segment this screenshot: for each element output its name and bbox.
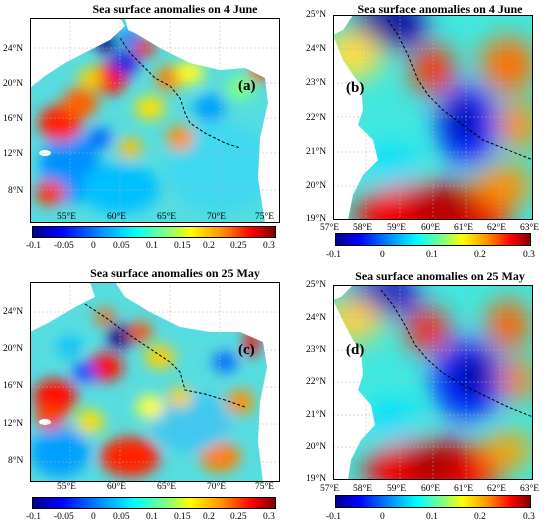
panel-d-lat-tick: 21°N: [306, 410, 327, 420]
panel-b-map: [333, 15, 533, 220]
panel-c-title: Sea surface anomalies on 25 May: [90, 266, 260, 280]
panel-a-lat-tick: 16°N: [3, 114, 24, 124]
panel-a-colorbar: [32, 226, 276, 238]
panel-d-lon-tick: 60°E: [421, 484, 441, 494]
panel-c-lat-tick: 16°N: [3, 381, 24, 391]
colorbar-tick: 0.3: [523, 250, 535, 260]
panel-b-colorbar: [335, 233, 531, 246]
colorbar-tick: -0.1: [326, 512, 342, 522]
panel-a-lat-tick: 20°N: [3, 79, 24, 89]
colorbar-tick: 0.1: [426, 250, 438, 260]
panel-b-label: (b): [346, 80, 365, 96]
panel-a-lon-tick: 65°E: [157, 212, 177, 222]
panel-b-lat-tick: 23°N: [306, 78, 327, 88]
panel-d-title: Sea surface anomalies on 25 May: [355, 269, 525, 283]
panel-c-colorbar: [32, 497, 276, 509]
colorbar-tick: -0.1: [26, 241, 42, 251]
panel-c-label: (c): [238, 342, 255, 358]
colorbar-tick: 0.2: [474, 512, 486, 522]
panel-c-lon-tick: 70°E: [207, 482, 227, 492]
colorbar-tick: 0.15: [174, 512, 191, 522]
panel-b-lat-tick: 20°N: [306, 181, 327, 191]
panel-d-label: (d): [346, 342, 365, 358]
panel-b-lon-tick: 62°E: [487, 223, 507, 233]
panel-b-lon-tick: 63°E: [520, 223, 540, 233]
panel-d-lon-tick: 57°E: [320, 484, 340, 494]
panel-a-lon-tick: 60°E: [107, 212, 127, 222]
colorbar-tick: 0.3: [263, 241, 275, 251]
panel-d-lon-tick: 58°E: [353, 484, 373, 494]
panel-d-lon-tick: 59°E: [387, 484, 407, 494]
colorbar-tick: 0.2: [474, 250, 486, 260]
panel-a-lat-tick: 8°N: [8, 186, 24, 196]
colorbar-tick: 0.25: [230, 512, 247, 522]
panel-a-lon-tick: 55°E: [57, 212, 77, 222]
panel-d-lat-tick: 24°N: [306, 313, 327, 323]
panel-b-lat-tick: 22°N: [306, 113, 327, 123]
panel-d-lat-tick: 22°N: [306, 377, 327, 387]
panel-a-lat-tick: 24°N: [3, 44, 24, 54]
panel-a-map: [30, 18, 280, 223]
colorbar-tick: 0: [91, 512, 96, 522]
colorbar-tick: 0.1: [146, 512, 158, 522]
colorbar-tick: 0: [380, 250, 385, 260]
panel-c-lon-tick: 65°E: [157, 482, 177, 492]
panel-b-lon-tick: 57°E: [320, 223, 340, 233]
panel-d-lat-tick: 23°N: [306, 345, 327, 355]
colorbar-tick: -0.05: [54, 512, 74, 522]
panel-b-lat-tick: 21°N: [306, 147, 327, 157]
colorbar-tick: 0.25: [230, 241, 247, 251]
panel-a-title: Sea surface anomalies on 4 June: [92, 2, 258, 16]
panel-c-lon-tick: 60°E: [107, 482, 127, 492]
panel-c-lat-tick: 12°N: [3, 419, 24, 429]
panel-b-lon-tick: 59°E: [387, 223, 407, 233]
panel-a-label: (a): [238, 78, 256, 94]
panel-b-lat-tick: 25°N: [306, 10, 327, 20]
colorbar-tick: 0.05: [113, 512, 130, 522]
colorbar-tick: 0.3: [263, 512, 275, 522]
panel-d-lon-tick: 63°E: [520, 484, 540, 494]
panel-d-map: [333, 285, 533, 480]
colorbar-tick: -0.05: [54, 241, 74, 251]
panel-d-colorbar: [335, 495, 531, 508]
colorbar-tick: 0.2: [203, 241, 215, 251]
colorbar-tick: -0.1: [326, 250, 342, 260]
colorbar-tick: 0.3: [523, 512, 535, 522]
panel-b-title: Sea surface anomalies on 4 June: [357, 2, 523, 16]
panel-d-lat-tick: 25°N: [306, 280, 327, 290]
colorbar-tick: 0.1: [426, 512, 438, 522]
panel-c-map: [30, 282, 280, 482]
colorbar-tick: 0.05: [113, 241, 130, 251]
panel-c-lat-tick: 24°N: [3, 307, 24, 317]
panel-a-lon-tick: 70°E: [207, 212, 227, 222]
colorbar-tick: -0.1: [26, 512, 42, 522]
colorbar-tick: 0.15: [174, 241, 191, 251]
panel-b-lon-tick: 61°E: [454, 223, 474, 233]
panel-c-lat-tick: 8°N: [8, 456, 24, 466]
panel-d-lon-tick: 62°E: [487, 484, 507, 494]
colorbar-tick: 0: [380, 512, 385, 522]
panel-a-lat-tick: 12°N: [3, 149, 24, 159]
panel-b-lon-tick: 60°E: [421, 223, 441, 233]
panel-c-lon-tick: 75°E: [255, 482, 275, 492]
panel-d-lat-tick: 20°N: [306, 442, 327, 452]
panel-a-lon-tick: 75°E: [255, 212, 275, 222]
panel-b-lat-tick: 19°N: [306, 214, 327, 224]
colorbar-tick: 0: [91, 241, 96, 251]
panel-c-lat-tick: 20°N: [3, 344, 24, 354]
panel-c-lon-tick: 55°E: [57, 482, 77, 492]
panel-b-lat-tick: 24°N: [306, 44, 327, 54]
panel-d-lon-tick: 61°E: [454, 484, 474, 494]
colorbar-tick: 0.1: [146, 241, 158, 251]
panel-d-lat-tick: 19°N: [306, 474, 327, 484]
panel-b-lon-tick: 58°E: [353, 223, 373, 233]
colorbar-tick: 0.2: [203, 512, 215, 522]
